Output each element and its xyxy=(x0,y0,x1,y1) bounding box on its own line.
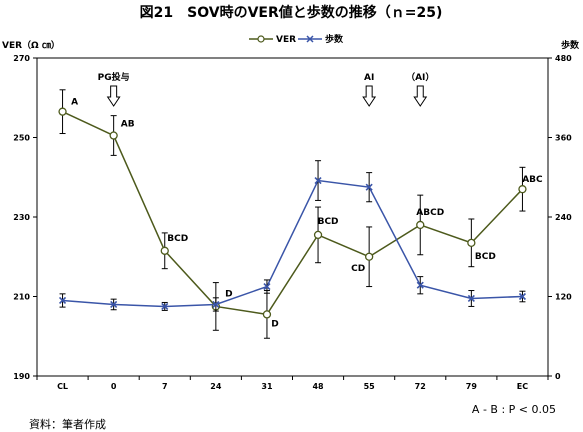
data-point xyxy=(416,281,424,289)
series-0: A AB BCD D D BCD CD ABCD BCD ABC xyxy=(58,89,543,339)
y2-tick-label: 480 xyxy=(555,54,572,63)
data-label: BCD xyxy=(475,252,496,262)
series-layer: A AB BCD D D BCD CD ABCD BCD ABC xyxy=(58,89,543,339)
legend-label-ver: VER xyxy=(276,35,296,45)
y2-tick-label: 120 xyxy=(555,293,572,302)
x-tick-label: CL xyxy=(57,382,68,391)
x-tick-label: 48 xyxy=(312,382,324,391)
data-point xyxy=(160,246,169,255)
annotations: PG投与 AI （AI） xyxy=(98,71,434,107)
y-tick-label: 210 xyxy=(13,293,30,302)
data-point xyxy=(161,302,169,311)
x-tick-label: 79 xyxy=(466,382,478,391)
chart-title: 図21 SOV時のVER値と歩数の推移（ｎ=25) xyxy=(140,4,443,21)
data-point xyxy=(467,238,476,247)
annotation-arrow-icon xyxy=(362,85,377,107)
y2-tick-label: 360 xyxy=(555,134,572,143)
data-label: D xyxy=(225,289,232,299)
legend-label-steps: 歩数 xyxy=(325,33,344,45)
data-label: BCD xyxy=(318,217,339,227)
x-tick-label: EC xyxy=(517,382,528,391)
x-tick-label: 31 xyxy=(261,382,273,391)
data-label: CD xyxy=(351,264,365,274)
x-tick-label: 0 xyxy=(111,382,117,391)
data-point xyxy=(314,176,322,185)
data-point xyxy=(58,296,67,305)
series-line xyxy=(62,179,523,308)
data-point xyxy=(110,300,118,309)
data-label: AB xyxy=(121,120,135,130)
annotation-arrow-icon xyxy=(413,85,428,107)
data-point xyxy=(365,183,373,191)
y2-tick-label: 240 xyxy=(555,213,572,222)
y-axis-label: VER（Ω ㎝） xyxy=(2,40,60,51)
data-point xyxy=(263,282,271,291)
data-point xyxy=(518,292,527,301)
y-tick-label: 250 xyxy=(13,134,30,143)
data-label: ABCD xyxy=(416,208,444,218)
data-point xyxy=(58,107,67,116)
y2-axis-label: 歩数 xyxy=(561,39,580,51)
data-point xyxy=(313,230,323,240)
data-point xyxy=(518,185,527,194)
annotation-label: PG投与 xyxy=(98,71,130,83)
data-point xyxy=(212,300,220,309)
data-label: BCD xyxy=(167,234,188,244)
legend: VER 歩数 xyxy=(249,33,344,45)
data-label: D xyxy=(271,319,278,329)
y-tick-label: 230 xyxy=(13,213,30,222)
data-point xyxy=(416,220,425,230)
annotation-arrow-icon xyxy=(106,85,121,107)
data-label: ABC xyxy=(522,175,543,185)
series-line xyxy=(62,110,523,316)
annotation-label: （AI） xyxy=(406,72,434,83)
y-tick-label: 190 xyxy=(13,372,30,381)
data-point xyxy=(262,310,272,319)
x-tick-label: 24 xyxy=(210,382,222,391)
data-point xyxy=(467,294,475,303)
data-point xyxy=(364,252,374,261)
x-tick-label: 7 xyxy=(162,382,168,391)
annotation-label: AI xyxy=(364,73,374,83)
y2-tick-label: 0 xyxy=(555,372,561,381)
y-tick-label: 270 xyxy=(13,54,30,63)
x-tick-label: 72 xyxy=(415,382,426,391)
axes: 190 210 230 250 270 0 120 240 360 480 CL 0 7 24 31 48 55… xyxy=(13,54,572,391)
data-label: A xyxy=(71,98,78,108)
data-point xyxy=(109,131,118,140)
x-tick-label: 55 xyxy=(364,382,376,391)
series-1 xyxy=(58,160,527,312)
significance-note: A - B : P < 0.05 xyxy=(472,403,556,416)
source-note: 資料：筆者作成 xyxy=(29,417,106,431)
